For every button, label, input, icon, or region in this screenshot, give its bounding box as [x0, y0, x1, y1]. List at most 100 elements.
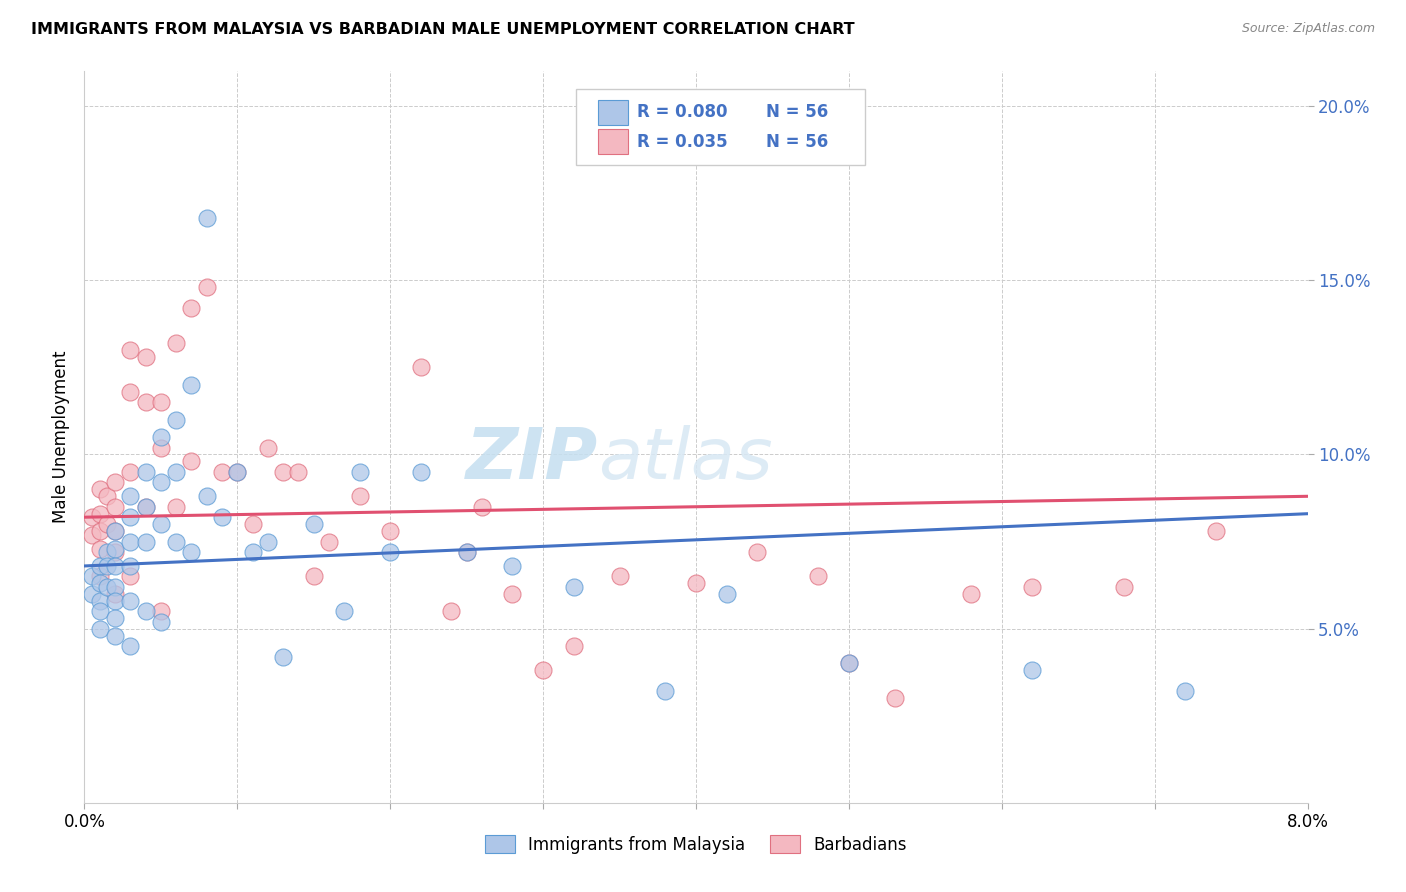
Text: R = 0.035: R = 0.035: [637, 133, 727, 151]
Point: [89, 569, 111, 583]
Point: [104, 580, 127, 594]
Point: [104, 524, 127, 538]
Point: [1174, 684, 1197, 698]
Point: [180, 545, 202, 559]
Point: [149, 604, 172, 618]
Point: [96, 489, 118, 503]
Point: [135, 604, 157, 618]
Point: [104, 475, 127, 490]
Point: [838, 657, 860, 671]
Point: [120, 384, 142, 399]
Point: [716, 587, 738, 601]
Point: [1021, 664, 1043, 678]
Point: [149, 475, 172, 490]
Point: [226, 465, 249, 479]
Point: [349, 489, 371, 503]
Point: [120, 465, 142, 479]
Point: [1205, 524, 1227, 538]
Point: [149, 395, 172, 409]
Point: [104, 541, 127, 556]
Point: [257, 441, 280, 455]
Point: [89, 558, 111, 573]
Point: [104, 500, 127, 514]
Point: [149, 441, 172, 455]
Point: [96, 545, 118, 559]
Point: [165, 534, 187, 549]
Point: [135, 465, 157, 479]
Point: [349, 465, 371, 479]
Point: [96, 580, 118, 594]
Point: [502, 587, 524, 601]
Point: [271, 465, 294, 479]
Point: [456, 545, 478, 559]
Point: [471, 500, 494, 514]
Text: R = 0.080: R = 0.080: [637, 103, 727, 121]
Point: [380, 545, 402, 559]
Legend: Immigrants from Malaysia, Barbadians: Immigrants from Malaysia, Barbadians: [478, 829, 914, 860]
Point: [80, 587, 103, 601]
Point: [104, 611, 127, 625]
Point: [120, 534, 142, 549]
Point: [409, 360, 432, 375]
Point: [271, 649, 294, 664]
Point: [440, 604, 463, 618]
Point: [104, 594, 127, 608]
Point: [1021, 580, 1043, 594]
Text: atlas: atlas: [598, 425, 773, 493]
Point: [120, 510, 142, 524]
Point: [502, 558, 524, 573]
Point: [456, 545, 478, 559]
Point: [409, 465, 432, 479]
Point: [242, 545, 264, 559]
Text: N = 56: N = 56: [766, 133, 828, 151]
Point: [96, 558, 118, 573]
Point: [89, 507, 111, 521]
Point: [195, 211, 218, 225]
Point: [242, 517, 264, 532]
Point: [135, 350, 157, 364]
Text: IMMIGRANTS FROM MALAYSIA VS BARBADIAN MALE UNEMPLOYMENT CORRELATION CHART: IMMIGRANTS FROM MALAYSIA VS BARBADIAN MA…: [31, 22, 855, 37]
Point: [257, 534, 280, 549]
Point: [180, 454, 202, 468]
Point: [89, 622, 111, 636]
Point: [120, 639, 142, 653]
Point: [165, 465, 187, 479]
Point: [195, 489, 218, 503]
Point: [302, 517, 325, 532]
Point: [165, 412, 187, 426]
Text: ZIP: ZIP: [465, 425, 598, 493]
Point: [685, 576, 707, 591]
Point: [149, 615, 172, 629]
Text: N = 56: N = 56: [766, 103, 828, 121]
Point: [380, 524, 402, 538]
Y-axis label: Male Unemployment: Male Unemployment: [52, 351, 70, 524]
Point: [318, 534, 340, 549]
Point: [89, 524, 111, 538]
Point: [120, 558, 142, 573]
Point: [89, 576, 111, 591]
Point: [89, 483, 111, 497]
Point: [287, 465, 309, 479]
Point: [80, 527, 103, 541]
Point: [333, 604, 356, 618]
Point: [89, 604, 111, 618]
Point: [120, 489, 142, 503]
Point: [211, 465, 233, 479]
Point: [149, 430, 172, 444]
Point: [883, 691, 905, 706]
Point: [195, 280, 218, 294]
Point: [104, 558, 127, 573]
Point: [165, 336, 187, 351]
Point: [104, 524, 127, 538]
Point: [180, 301, 202, 316]
Point: [135, 534, 157, 549]
Point: [80, 569, 103, 583]
Point: [180, 377, 202, 392]
Point: [654, 684, 676, 698]
Point: [89, 541, 111, 556]
Point: [80, 510, 103, 524]
Point: [609, 569, 631, 583]
Point: [96, 517, 118, 532]
Point: [135, 395, 157, 409]
Point: [89, 594, 111, 608]
